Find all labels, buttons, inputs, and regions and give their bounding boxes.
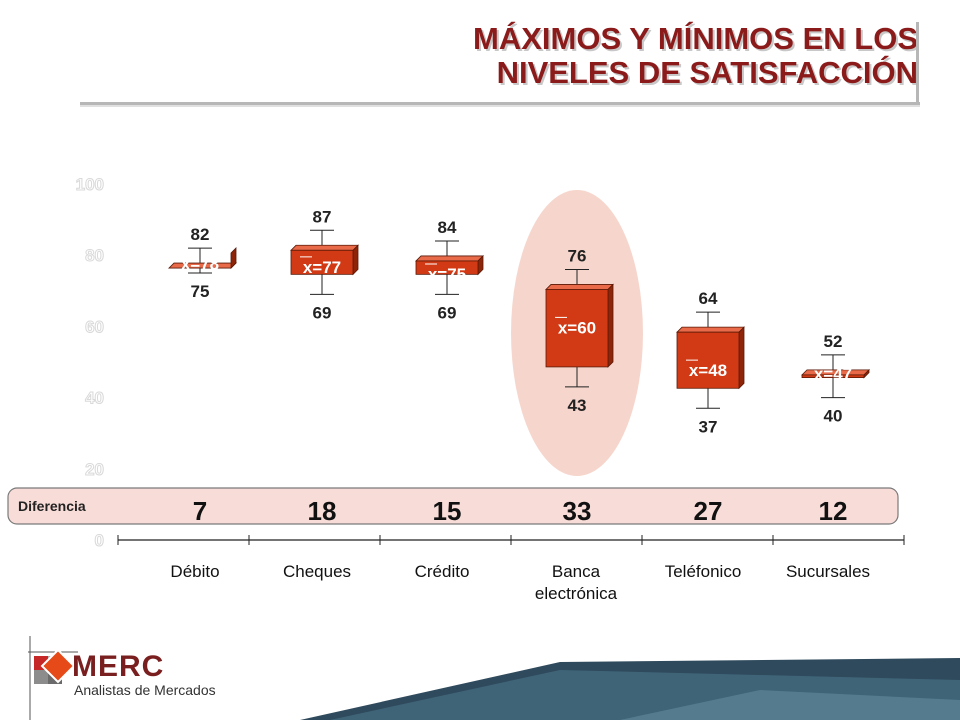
- category-label: Débito: [170, 562, 219, 581]
- box-top-face: [290, 244, 359, 251]
- category-label: Teléfonico: [665, 562, 742, 581]
- y-tick-label: 40: [85, 389, 104, 408]
- box-side-face: [230, 247, 237, 270]
- category-label: electrónica: [535, 584, 618, 603]
- min-label: 40: [824, 407, 843, 426]
- title-line-2: NIVELES DE SATISFACCIÓN: [496, 55, 918, 90]
- y-tick-label: 20: [85, 460, 104, 479]
- mean-label: x=48: [689, 361, 727, 380]
- mean-label: x=75: [428, 265, 466, 284]
- box-top-face: [545, 284, 614, 290]
- page-title: MÁXIMOS Y MÍNIMOS EN LOS NIVELES DE SATI…: [398, 22, 918, 90]
- max-label: 87: [313, 207, 332, 226]
- min-label: 69: [438, 303, 457, 322]
- difference-value: 33: [563, 496, 592, 526]
- category-label: Sucursales: [786, 562, 870, 581]
- max-label: 64: [699, 289, 718, 308]
- box-chart: 0 20 40 60 80 100 Diferencia 7 18 15 33 27 12 x=78 82 7…: [7, 175, 905, 603]
- category-label: Crédito: [415, 562, 470, 581]
- mean-label: x=47: [814, 365, 852, 384]
- merc-logo: MERC Analistas de Mercados: [28, 636, 288, 720]
- difference-label: Diferencia: [18, 498, 86, 514]
- max-label: 84: [438, 218, 457, 237]
- difference-value: 18: [308, 496, 337, 526]
- logo-mark-icon: [28, 636, 78, 720]
- box-front-face: [801, 374, 865, 379]
- y-tick-label: 100: [76, 175, 104, 194]
- mean-label: x=77: [303, 258, 341, 277]
- difference-value: 12: [819, 496, 848, 526]
- min-label: 69: [313, 303, 332, 322]
- max-label: 52: [824, 332, 843, 351]
- mean-label: x=78: [181, 254, 219, 273]
- y-tick-label: 0: [95, 531, 104, 550]
- box-top-face: [676, 326, 745, 333]
- footer-band: [300, 658, 960, 720]
- difference-value: 27: [694, 496, 723, 526]
- title-line-1: MÁXIMOS Y MÍNIMOS EN LOS: [473, 21, 918, 56]
- min-label: 37: [699, 417, 718, 436]
- box-side-face: [352, 244, 359, 276]
- box-front-face: [290, 249, 354, 275]
- max-label: 76: [568, 246, 587, 265]
- difference-value: 15: [433, 496, 462, 526]
- box-front-face: [545, 289, 609, 368]
- y-tick-label: 80: [85, 246, 104, 265]
- logo-word: MERC: [72, 650, 165, 683]
- box-top-face: [415, 255, 484, 262]
- min-label: 75: [191, 282, 210, 301]
- box-side-face: [607, 283, 614, 368]
- title-sideline: [916, 22, 919, 105]
- y-tick-label: 60: [85, 317, 104, 336]
- min-label: 43: [568, 396, 587, 415]
- difference-band: [7, 487, 899, 525]
- title-underline: [80, 102, 920, 105]
- category-label: Banca: [552, 562, 601, 581]
- mean-label: x=60: [558, 318, 596, 337]
- max-label: 82: [191, 225, 210, 244]
- logo-subtitle: Analistas de Mercados: [74, 682, 216, 698]
- box-side-face: [738, 326, 745, 390]
- difference-value: 7: [193, 496, 207, 526]
- category-label: Cheques: [283, 562, 351, 581]
